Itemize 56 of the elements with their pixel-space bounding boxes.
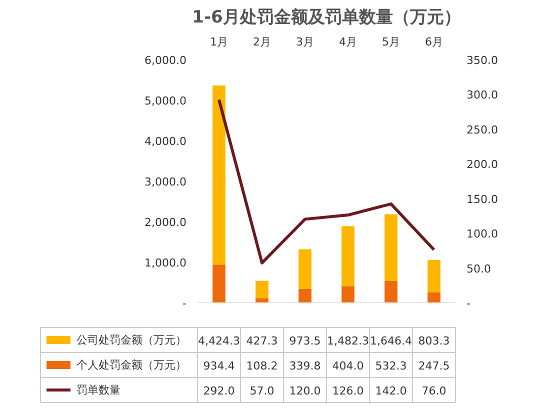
y-tick-label: - xyxy=(182,297,187,310)
bar xyxy=(342,226,354,286)
data-label: 292.0 xyxy=(203,384,235,398)
legend-label: 个人处罚金额（万元） xyxy=(76,358,186,372)
bar xyxy=(342,286,354,302)
bar xyxy=(256,280,268,298)
bar xyxy=(384,280,398,302)
data-label: 247.5 xyxy=(418,360,450,372)
data-label: 934.4 xyxy=(203,360,235,372)
y-tick-label: 1,000.0 xyxy=(144,256,187,270)
y2-tick-label: 250.0 xyxy=(466,123,498,136)
data-label: 126.0 xyxy=(332,384,364,398)
bar xyxy=(384,214,398,281)
data-label: 120.0 xyxy=(289,384,321,398)
x-tick-label: 5月 xyxy=(382,36,400,48)
y2-tick-label: 100.0 xyxy=(466,228,498,241)
y-tick-label: 6,000.0 xyxy=(144,54,187,67)
data-label: 4,424.3 xyxy=(198,334,240,348)
x-tick-label: 2月 xyxy=(253,36,271,48)
y2-tick-label: 300.0 xyxy=(466,88,498,102)
y2-tick-label: - xyxy=(466,297,470,310)
bar xyxy=(428,260,440,292)
y2-tick-label: 50.0 xyxy=(466,262,491,276)
legend-label: 公司处罚金额（万元） xyxy=(76,334,186,346)
y-tick-label: 4,000.0 xyxy=(144,135,187,148)
x-tick-label: 6月 xyxy=(425,36,443,48)
x-tick-label: 3月 xyxy=(296,36,314,48)
legend-label: 罚单数量 xyxy=(76,384,120,396)
data-label: 1,646.4 xyxy=(370,334,412,348)
y2-tick-label: 200.0 xyxy=(466,158,498,172)
bar xyxy=(256,298,268,302)
chart-title: 1-6月处罚金额及罚单数量（万元） xyxy=(192,8,461,28)
bar xyxy=(298,288,312,302)
data-label: 532.3 xyxy=(375,360,407,372)
data-label: 427.3 xyxy=(246,334,278,348)
y-tick-label: 2,000.0 xyxy=(144,216,187,229)
data-label: 339.8 xyxy=(289,360,321,372)
bar xyxy=(212,264,226,302)
x-tick-label: 4月 xyxy=(339,36,357,48)
data-label: 404.0 xyxy=(332,360,364,372)
data-label: 142.0 xyxy=(375,384,407,398)
y2-tick-label: 150.0 xyxy=(466,192,498,206)
bar xyxy=(428,292,440,302)
bar xyxy=(298,249,312,289)
data-label: 973.5 xyxy=(289,334,321,348)
line-series xyxy=(218,98,436,264)
data-label: 57.0 xyxy=(250,384,274,398)
data-label: 803.3 xyxy=(418,334,450,348)
data-label: 76.0 xyxy=(422,384,446,398)
y2-tick-label: 350.0 xyxy=(466,54,498,67)
data-label: 1,482.3 xyxy=(327,334,370,348)
y-tick-label: 3,000.0 xyxy=(144,176,187,188)
y-tick-label: 5,000.0 xyxy=(144,94,187,108)
data-label: 108.2 xyxy=(246,360,278,372)
bar xyxy=(212,85,226,265)
x-tick-label: 1月 xyxy=(210,36,228,48)
